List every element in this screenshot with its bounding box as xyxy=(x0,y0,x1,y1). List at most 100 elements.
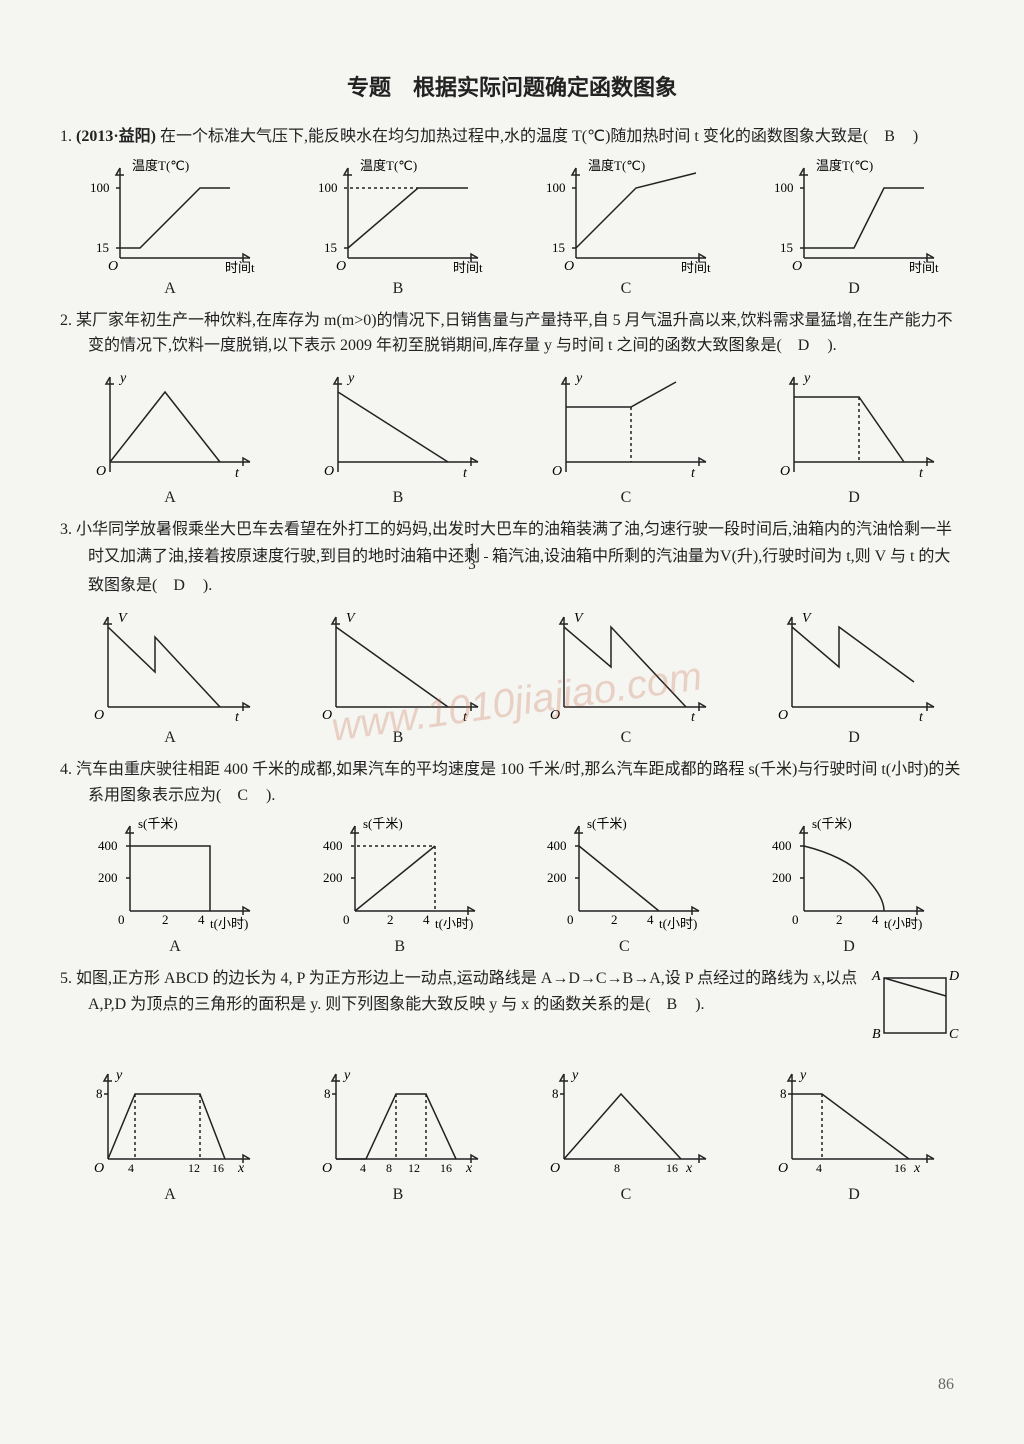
q5-C-xlabel: x xyxy=(685,1161,693,1176)
q3-frac: 13 xyxy=(484,542,488,573)
q2-chart-B: y t O B xyxy=(308,367,488,507)
q4-chart-C: s(千米) t(小时) 0 400 200 2 4 C xyxy=(529,816,719,956)
q4-C-y400: 400 xyxy=(547,838,567,853)
q1-B-label: B xyxy=(393,280,404,298)
q5-chart-B: y x O 8 4 8 12 16 B xyxy=(308,1064,488,1204)
q1-chart-B: 温度T(℃) 时间t O 15 100 B xyxy=(308,158,488,298)
q5-sq-A: A xyxy=(871,969,881,984)
q3-chart-B-svg: V t O xyxy=(308,607,488,727)
q5-D-label: D xyxy=(848,1186,860,1204)
q1-D-origin: O xyxy=(792,259,802,274)
q1-C-origin: O xyxy=(564,259,574,274)
q2-D-ylabel: y xyxy=(802,371,811,386)
q5-A-xlabel: x xyxy=(237,1161,245,1176)
q5-B-ylabel: y xyxy=(342,1068,351,1083)
q1-source: (2013·益阳) xyxy=(76,128,156,145)
q4-body: 汽车由重庆驶往相距 400 千米的成都,如果汽车的平均速度是 100 千米/时,… xyxy=(76,761,960,804)
q4-D-xlabel: t(小时) xyxy=(884,916,922,931)
q2-chart-D: y t O D xyxy=(764,367,944,507)
q1-A-origin: O xyxy=(108,259,118,274)
q5-endparen: ). xyxy=(679,996,704,1013)
q2-text: 2. 某厂家年初生产一种饮料,在库存为 m(m>0)的情况下,日销售量与产量持平… xyxy=(60,308,964,359)
q4-D-x4: 4 xyxy=(872,912,879,927)
q3-chart-B: V t O B xyxy=(308,607,488,747)
q4-A-ylabel: s(千米) xyxy=(138,816,178,831)
q5-C-origin: O xyxy=(550,1161,560,1176)
q2-C-origin: O xyxy=(552,464,562,479)
q3-chart-A-svg: V t O xyxy=(80,607,260,727)
q2-D-label: D xyxy=(848,489,860,507)
page-number: 86 xyxy=(938,1376,954,1394)
q1-C-y15: 15 xyxy=(552,240,565,255)
q4-B-x2: 2 xyxy=(387,912,394,927)
q1-C-label: C xyxy=(621,280,632,298)
q2-A-label: A xyxy=(164,489,176,507)
q4-B-origin: 0 xyxy=(343,912,350,927)
q2-endparen: ). xyxy=(811,337,836,354)
q4-A-x4: 4 xyxy=(198,912,205,927)
question-1: 1. (2013·益阳) 在一个标准大气压下,能反映水在均匀加热过程中,水的温度… xyxy=(60,124,964,298)
q1-answer: B xyxy=(884,128,897,145)
q4-endparen: ). xyxy=(250,787,275,804)
q3-C-label: C xyxy=(621,729,632,747)
q1-chart-C-svg: 温度T(℃) 时间t O 15 100 xyxy=(536,158,716,278)
q2-C-label: C xyxy=(621,489,632,507)
q4-A-xlabel: t(小时) xyxy=(210,916,248,931)
q5-A-x4: 4 xyxy=(128,1161,134,1175)
q3-A-label: A xyxy=(164,729,176,747)
q5-A-y8: 8 xyxy=(96,1086,103,1101)
q5-body: 如图,正方形 ABCD 的边长为 4, P 为正方形边上一动点,运动路线是 A→… xyxy=(76,970,857,1013)
q3-frac-den: 3 xyxy=(484,558,488,573)
q1-chart-A: 温度T(℃) 时间t O 15 100 A xyxy=(80,158,260,298)
q2-chart-A-svg: y t O xyxy=(80,367,260,487)
q1-number: 1. xyxy=(60,128,72,145)
q2-C-xlabel: t xyxy=(691,466,696,481)
q2-B-label: B xyxy=(393,489,404,507)
q4-B-xlabel: t(小时) xyxy=(435,916,473,931)
q5-A-x16: 16 xyxy=(212,1161,224,1175)
q3-B-label: B xyxy=(393,729,404,747)
q3-B-origin: O xyxy=(322,708,332,723)
q2-answer: D xyxy=(798,337,812,354)
q5-number: 5. xyxy=(60,970,72,987)
q4-chart-D-svg: s(千米) t(小时) 0 400 200 2 4 xyxy=(754,816,944,936)
q1-chart-D-svg: 温度T(℃) 时间t O 15 100 xyxy=(764,158,944,278)
q2-A-ylabel: y xyxy=(118,371,127,386)
q5-A-label: A xyxy=(164,1186,176,1204)
q3-D-origin: O xyxy=(778,708,788,723)
question-4: 4. 汽车由重庆驶往相距 400 千米的成都,如果汽车的平均速度是 100 千米… xyxy=(60,757,964,956)
q5-sq-D: D xyxy=(948,969,959,984)
q5-chart-D: y x O 8 4 16 D xyxy=(764,1064,944,1204)
q2-chart-D-svg: y t O xyxy=(764,367,944,487)
q1-D-y15: 15 xyxy=(780,240,793,255)
q2-B-ylabel: y xyxy=(346,371,355,386)
q4-B-x4: 4 xyxy=(423,912,430,927)
q1-D-xlabel: 时间t xyxy=(909,260,939,275)
q5-D-origin: O xyxy=(778,1161,788,1176)
q2-chart-C-svg: y t O xyxy=(536,367,716,487)
q1-A-y100: 100 xyxy=(90,180,110,195)
q1-chart-D: 温度T(℃) 时间t O 15 100 D xyxy=(764,158,944,298)
q5-chart-A: y x O 8 4 12 16 A xyxy=(80,1064,260,1204)
q4-C-ylabel: s(千米) xyxy=(587,816,627,831)
q1-B-y15: 15 xyxy=(324,240,337,255)
q2-D-origin: O xyxy=(780,464,790,479)
q5-chart-B-svg: y x O 8 4 8 12 16 xyxy=(308,1064,488,1184)
q1-B-xlabel: 时间t xyxy=(453,260,483,275)
q2-A-origin: O xyxy=(96,464,106,479)
q3-endparen: ). xyxy=(187,577,212,594)
q4-C-label: C xyxy=(619,938,630,956)
q4-C-x2: 2 xyxy=(611,912,618,927)
q5-sq-B: B xyxy=(872,1027,881,1042)
q3-A-xlabel: t xyxy=(235,710,240,725)
q4-B-y400: 400 xyxy=(323,838,343,853)
q3-chart-C-svg: V t O xyxy=(536,607,716,727)
q2-charts: y t O A y t O B xyxy=(60,367,964,507)
q2-chart-A: y t O A xyxy=(80,367,260,507)
q4-B-label: B xyxy=(394,938,405,956)
q4-C-y200: 200 xyxy=(547,870,567,885)
q5-A-origin: O xyxy=(94,1161,104,1176)
q1-D-y100: 100 xyxy=(774,180,794,195)
q3-C-ylabel: V xyxy=(574,611,584,626)
q4-B-y200: 200 xyxy=(323,870,343,885)
